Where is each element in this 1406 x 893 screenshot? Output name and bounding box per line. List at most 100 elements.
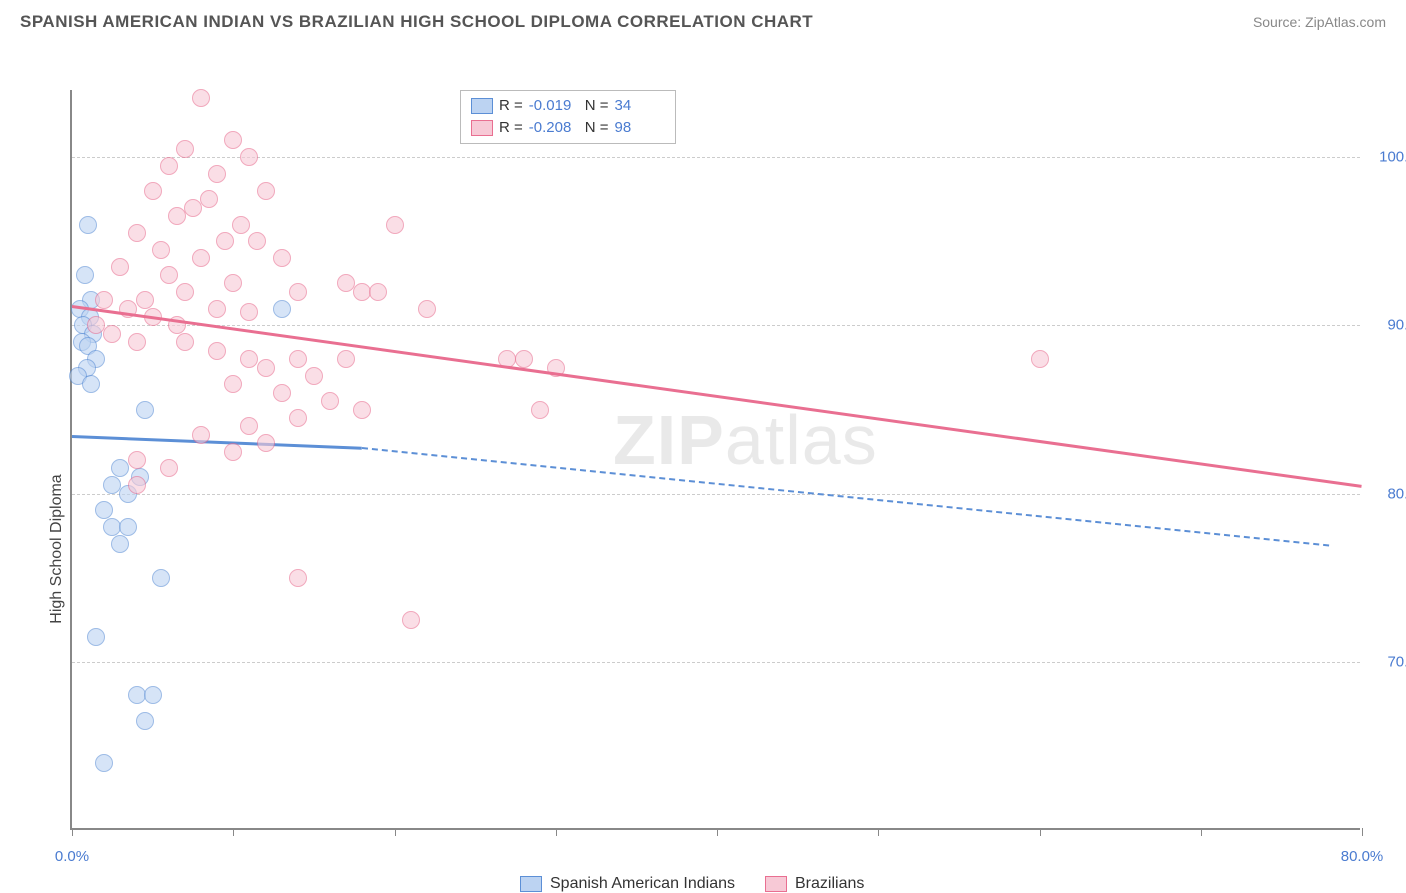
- x-tick: [72, 828, 73, 836]
- data-point: [144, 182, 162, 200]
- x-tick: [395, 828, 396, 836]
- x-tick: [878, 828, 879, 836]
- x-tick: [1201, 828, 1202, 836]
- data-point: [273, 249, 291, 267]
- data-point: [224, 274, 242, 292]
- chart-title: SPANISH AMERICAN INDIAN VS BRAZILIAN HIG…: [20, 12, 813, 32]
- data-point: [257, 359, 275, 377]
- data-point: [87, 628, 105, 646]
- plot-area: ZIPatlas 70.0%80.0%90.0%100.0%0.0%80.0%: [70, 90, 1360, 830]
- source-label: Source: ZipAtlas.com: [1253, 14, 1386, 30]
- stat-r-label: R =: [499, 95, 523, 117]
- data-point: [369, 283, 387, 301]
- data-point: [111, 258, 129, 276]
- data-point: [240, 148, 258, 166]
- data-point: [257, 434, 275, 452]
- data-point: [160, 266, 178, 284]
- x-tick-label: 0.0%: [55, 848, 89, 865]
- data-point: [240, 417, 258, 435]
- data-point: [208, 165, 226, 183]
- data-point: [136, 291, 154, 309]
- y-tick-label: 80.0%: [1370, 485, 1406, 502]
- data-point: [184, 199, 202, 217]
- data-point: [160, 157, 178, 175]
- legend-stat-row: R = -0.019 N = 34: [471, 95, 665, 117]
- data-point: [144, 686, 162, 704]
- data-point: [321, 392, 339, 410]
- data-point: [305, 367, 323, 385]
- x-tick: [717, 828, 718, 836]
- data-point: [192, 426, 210, 444]
- data-point: [232, 216, 250, 234]
- legend-stat-row: R =-0.208N =98: [471, 117, 665, 139]
- data-point: [152, 241, 170, 259]
- data-point: [103, 476, 121, 494]
- data-point: [418, 300, 436, 318]
- legend-series: Spanish American IndiansBrazilians: [520, 875, 864, 893]
- data-point: [208, 300, 226, 318]
- data-point: [128, 451, 146, 469]
- data-point: [353, 401, 371, 419]
- data-point: [111, 535, 129, 553]
- data-point: [1031, 350, 1049, 368]
- data-point: [79, 216, 97, 234]
- data-point: [289, 350, 307, 368]
- data-point: [240, 303, 258, 321]
- stat-r-value: -0.208: [529, 117, 579, 139]
- data-point: [224, 443, 242, 461]
- trend-line: [72, 435, 362, 450]
- legend-series-label: Spanish American Indians: [550, 875, 735, 893]
- legend-swatch: [471, 98, 493, 114]
- data-point: [289, 409, 307, 427]
- data-point: [176, 283, 194, 301]
- gridline: [72, 662, 1360, 663]
- legend-swatch: [765, 876, 787, 892]
- data-point: [337, 350, 355, 368]
- data-point: [136, 401, 154, 419]
- data-point: [95, 501, 113, 519]
- gridline: [72, 494, 1360, 495]
- data-point: [128, 333, 146, 351]
- data-point: [273, 300, 291, 318]
- data-point: [248, 232, 266, 250]
- data-point: [95, 754, 113, 772]
- data-point: [515, 350, 533, 368]
- legend-series-item: Spanish American Indians: [520, 875, 735, 893]
- data-point: [531, 401, 549, 419]
- data-point: [176, 140, 194, 158]
- data-point: [103, 325, 121, 343]
- legend-stats: R = -0.019 N = 34R = -0.208 N = 98: [460, 90, 676, 144]
- y-tick-label: 90.0%: [1370, 317, 1406, 334]
- x-tick-label: 80.0%: [1341, 848, 1384, 865]
- data-point: [128, 224, 146, 242]
- y-tick-label: 100.0%: [1370, 149, 1406, 166]
- data-point: [224, 375, 242, 393]
- trend-line: [72, 305, 1362, 488]
- stat-n-label: N =: [585, 117, 609, 139]
- data-point: [257, 182, 275, 200]
- data-point: [289, 569, 307, 587]
- stat-n-value: 34: [615, 95, 665, 117]
- stat-n-label: N =: [585, 95, 609, 117]
- data-point: [273, 384, 291, 402]
- data-point: [152, 569, 170, 587]
- legend-swatch: [471, 120, 493, 136]
- x-tick: [1040, 828, 1041, 836]
- data-point: [192, 249, 210, 267]
- data-point: [402, 611, 420, 629]
- legend-swatch: [520, 876, 542, 892]
- data-point: [128, 476, 146, 494]
- x-tick: [1362, 828, 1363, 836]
- data-point: [168, 207, 186, 225]
- stat-n-value: 98: [615, 117, 665, 139]
- stat-r-value: -0.019: [529, 95, 579, 117]
- data-point: [200, 190, 218, 208]
- data-point: [208, 342, 226, 360]
- y-axis-label: High School Diploma: [48, 474, 66, 623]
- data-point: [160, 459, 178, 477]
- data-point: [111, 459, 129, 477]
- data-point: [95, 291, 113, 309]
- data-point: [192, 89, 210, 107]
- data-point: [386, 216, 404, 234]
- data-point: [224, 131, 242, 149]
